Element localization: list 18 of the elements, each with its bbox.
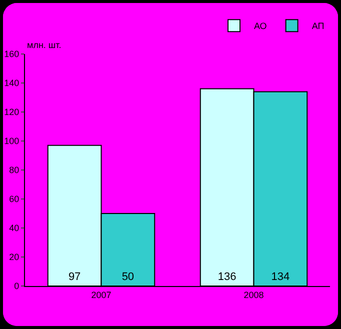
data-label: 134 (271, 271, 290, 283)
y-tick-label: 120 (4, 107, 20, 118)
y-tick-label: 40 (9, 223, 20, 234)
y-tick-label: 100 (4, 136, 20, 146)
y-tick-label: 20 (9, 252, 20, 262)
y-tick-label: 80 (9, 165, 20, 176)
y-tick-label: 140 (4, 78, 20, 88)
data-label: 136 (218, 271, 236, 283)
legend-label: АО (254, 21, 267, 32)
y-axis-title: млн. шт. (27, 40, 62, 50)
x-tick-label: 2007 (91, 290, 112, 300)
legend-label: АП (312, 21, 324, 32)
data-label: 97 (68, 271, 81, 283)
x-tick-label: 2008 (244, 290, 264, 300)
y-tick-label: 60 (9, 194, 20, 204)
data-label: 50 (122, 271, 134, 283)
y-tick-label: 160 (4, 49, 20, 60)
y-tick-label: 0 (14, 281, 20, 292)
